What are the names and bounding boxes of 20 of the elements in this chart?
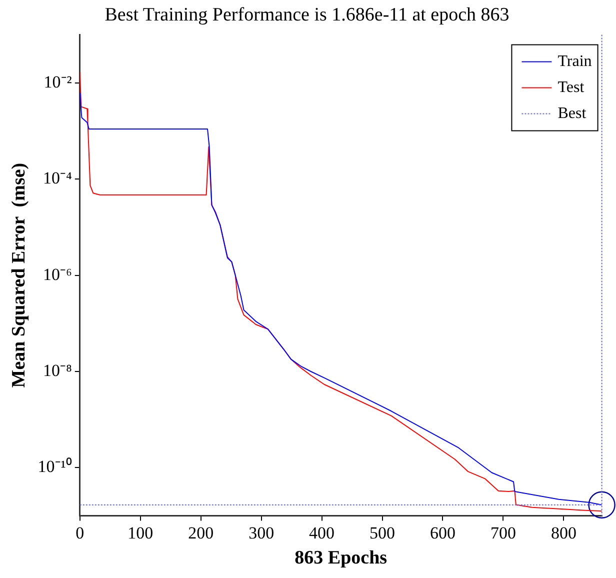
y-tick-label: 10⁻¹⁰	[38, 457, 72, 476]
x-tick-label: 200	[188, 523, 214, 542]
y-tick-label: 10⁻⁴	[42, 168, 72, 188]
legend-label: Train	[558, 53, 592, 70]
x-tick-label: 600	[430, 523, 456, 542]
y-tick-label: 10⁻⁶	[42, 264, 72, 284]
x-tick-label: 800	[550, 523, 576, 542]
x-tick-label: 500	[370, 523, 396, 542]
x-tick-label: 0	[76, 523, 84, 542]
x-tick-label: 300	[248, 523, 274, 542]
y-axis-title: Mean Squared Error (mse)	[8, 162, 30, 388]
x-axis-title: 863 Epochs	[294, 548, 388, 569]
chart-title: Best Training Performance is 1.686e-11 at epoch 863	[104, 4, 510, 26]
legend-label: Best	[558, 105, 587, 122]
x-tick-label: 400	[309, 523, 335, 542]
x-tick-label: 700	[490, 523, 516, 542]
legend-label: Test	[558, 79, 585, 96]
y-tick-label: 10⁻²	[44, 72, 72, 92]
x-tick-label: 100	[128, 523, 154, 542]
y-tick-label: 10⁻⁸	[42, 360, 72, 380]
